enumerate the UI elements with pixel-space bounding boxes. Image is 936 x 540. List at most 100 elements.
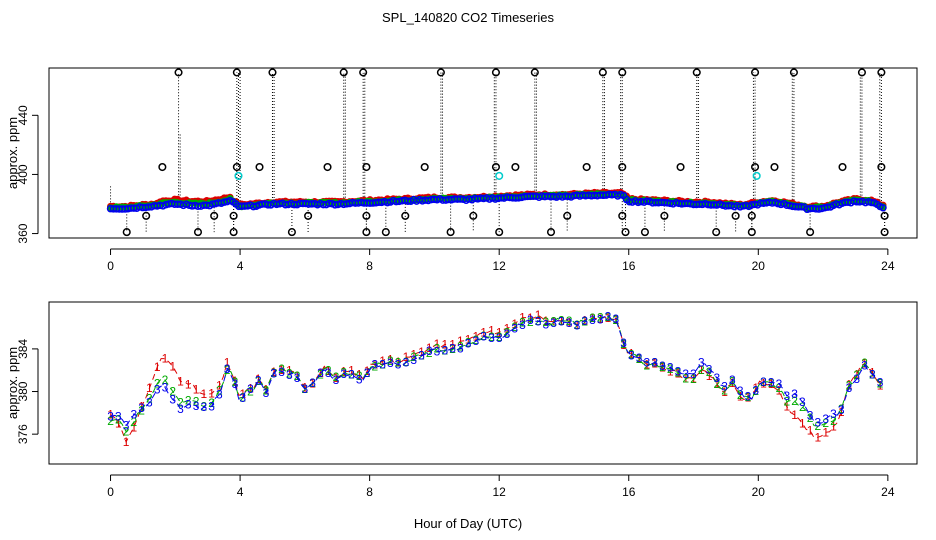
series-3-marker: 3 — [418, 349, 425, 363]
series-3-marker: 3 — [131, 408, 138, 422]
series-3-marker: 3 — [597, 313, 604, 327]
series-2-marker: 2 — [278, 362, 285, 376]
series-2-marker: 2 — [815, 419, 822, 433]
series-3-marker: 3 — [542, 317, 549, 331]
series-3-marker: 3 — [162, 380, 169, 394]
series-3-marker: 3 — [768, 375, 775, 389]
series-3-marker: 3 — [340, 367, 347, 381]
series-1-marker: 1 — [395, 355, 402, 369]
series-1-marker: 1 — [659, 361, 666, 375]
series-1-marker: 1 — [224, 356, 231, 370]
series-2-marker: 2 — [597, 311, 604, 325]
series-3-marker: 3 — [612, 312, 619, 326]
outlier-mid-point — [420, 162, 429, 172]
series-2-marker: 2 — [154, 377, 161, 391]
series-1-marker: 1 — [706, 369, 713, 383]
series-3-marker: 3 — [605, 310, 612, 324]
series-2-marker: 2 — [822, 416, 829, 430]
series-1-marker: 1 — [325, 364, 332, 378]
series-1-marker: 1 — [496, 325, 503, 339]
top-y-tick-label: 360 — [16, 223, 30, 243]
series-3-marker: 3 — [690, 367, 697, 381]
outlier-low-point — [747, 228, 756, 237]
series-3-marker: 3 — [799, 395, 806, 409]
series-2-marker: 2 — [737, 388, 744, 402]
outlier-low-point — [287, 228, 296, 237]
series-1-marker: 1 — [340, 365, 347, 379]
series-3-marker: 3 — [589, 313, 596, 327]
series-1-marker: 1 — [270, 365, 277, 379]
series-2-marker: 2 — [682, 371, 689, 385]
outlier-high-point — [491, 68, 501, 77]
series-2-marker: 2 — [138, 403, 145, 417]
series-3-marker: 3 — [504, 327, 511, 341]
outlier-low-point — [362, 211, 371, 220]
bottom-y-axis-label: approx. ppm — [5, 347, 20, 419]
series-1-marker: 1 — [278, 363, 285, 377]
outlier-low-point — [401, 211, 410, 220]
series-1-marker: 1 — [457, 334, 464, 348]
series-3-marker: 3 — [473, 334, 480, 348]
series-2-marker: 2 — [745, 390, 752, 404]
series-1-marker: 1 — [558, 314, 565, 328]
outlier-low-point — [210, 211, 219, 220]
top-panel: 0 4 8 12 16 20 24 360 400 440 approx. ppm — [5, 67, 918, 273]
series-1-marker: 1 — [550, 315, 557, 329]
series-3-marker: 3 — [815, 416, 822, 430]
series-1-marker: 1 — [504, 321, 511, 335]
bottom-y-tick-label: 384 — [16, 339, 30, 359]
series-3-marker: 3 — [667, 361, 674, 375]
series-2-marker: 2 — [232, 375, 239, 389]
series-1-marker: 1 — [760, 376, 767, 390]
series-2-marker: 2 — [589, 311, 596, 325]
outlier-low-point — [880, 211, 889, 220]
series-1-marker: 1 — [348, 364, 355, 378]
series-3-marker: 3 — [371, 358, 378, 372]
series-3-marker: 3 — [138, 401, 145, 415]
series-2-marker: 2 — [356, 369, 363, 383]
series-2-marker: 2 — [776, 381, 783, 395]
series-2-marker: 2 — [527, 315, 534, 329]
series-1-marker: 1 — [605, 311, 612, 325]
outlier-low-point — [229, 228, 238, 237]
outlier-low-point — [563, 211, 572, 220]
series-2-marker: 2 — [877, 376, 884, 390]
series-3-marker: 3 — [535, 314, 542, 328]
series-2-marker: 2 — [729, 375, 736, 389]
series-2-marker: 2 — [698, 363, 705, 377]
series-2-marker: 2 — [169, 384, 176, 398]
series-3-marker: 3 — [869, 367, 876, 381]
series-3-marker: 3 — [441, 344, 448, 358]
outlier-mid-point — [751, 162, 760, 172]
outlier-mid-point — [158, 162, 167, 172]
series-1-marker: 1 — [807, 424, 814, 438]
series-1-marker: 1 — [877, 379, 884, 393]
series-3-marker: 3 — [216, 388, 223, 402]
series-3-marker: 3 — [263, 386, 270, 400]
top-x-tick-label: 12 — [493, 259, 507, 273]
series-2-marker: 2 — [115, 412, 122, 426]
series-3-marker: 3 — [846, 381, 853, 395]
series-1-marker: 1 — [783, 400, 790, 414]
bottom-y-tick-label: 380 — [16, 381, 30, 401]
x-axis-label: Hour of Day (UTC) — [414, 516, 522, 531]
bottom-x-tick-label: 24 — [881, 485, 895, 499]
series-2-marker: 2 — [364, 366, 371, 380]
series-2-marker: 2 — [146, 391, 153, 405]
series-3-marker: 3 — [348, 367, 355, 381]
series-1-marker: 1 — [364, 364, 371, 378]
series-2-marker: 2 — [535, 314, 542, 328]
outlier-high-point — [436, 68, 445, 77]
series-2-marker: 2 — [853, 368, 860, 382]
series-1-marker: 1 — [675, 367, 682, 381]
outlier-low-point — [362, 228, 371, 237]
outlier-mid-point — [838, 162, 847, 172]
series-1-marker: 1 — [737, 389, 744, 403]
series-2-marker: 2 — [465, 335, 472, 349]
outlier-mid-point — [618, 162, 627, 172]
series-1-marker: 1 — [317, 366, 324, 380]
outlier-mid-point — [491, 162, 501, 172]
series-2-marker: 2 — [185, 393, 192, 407]
series-1-marker: 1 — [162, 352, 169, 366]
